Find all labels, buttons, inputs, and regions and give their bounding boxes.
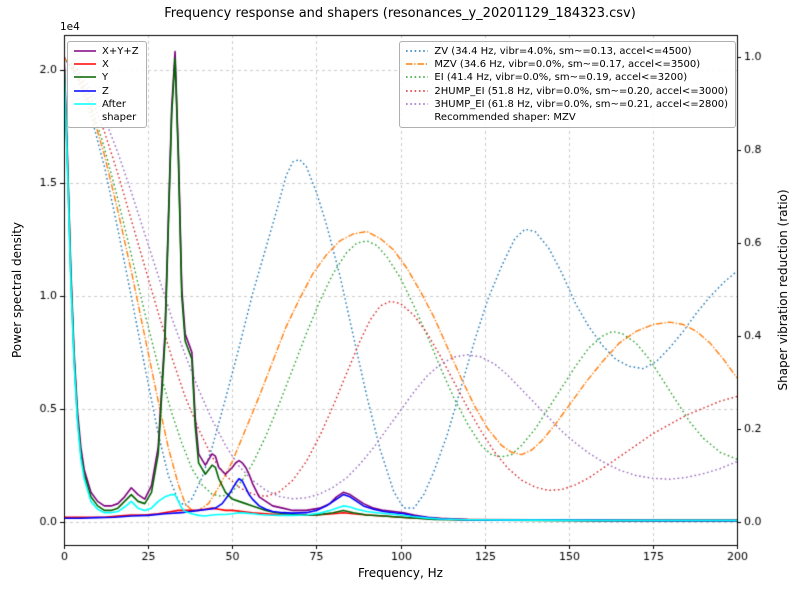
- 2hump-ei-legend-line-icon: [406, 89, 429, 92]
- legend-label-ei: EI (41.4 Hz, vibr=0.0%, sm~=0.19, accel<…: [434, 72, 688, 84]
- zv-line-sample: [405, 45, 429, 57]
- legend-item-2hump-ei: 2HUMP_EI (51.8 Hz, vibr=0.0%, sm~=0.20, …: [405, 85, 728, 98]
- legend-item-3hump-ei: 3HUMP_EI (61.8 Hz, vibr=0.0%, sm~=0.21, …: [405, 98, 728, 111]
- psd-legend: X+Y+Z X Y Z After shaper: [67, 41, 147, 129]
- legend-item-mzv: MZV (34.6 Hz, vibr=0.0%, sm~=0.17, accel…: [405, 58, 728, 71]
- legend-label-3hump-ei: 3HUMP_EI (61.8 Hz, vibr=0.0%, sm~=0.21, …: [434, 98, 728, 110]
- legend-label-z: Z: [102, 85, 109, 97]
- legend-item-recommendation: Recommended shaper: MZV: [405, 111, 728, 124]
- psd-legend-items: X+Y+Z X Y Z After shaper: [73, 45, 139, 124]
- 3hump-ei-legend-line-icon: [406, 102, 429, 105]
- xyz-line-sample: [73, 45, 97, 57]
- mzv-line-sample: [405, 58, 429, 70]
- legend-label-after-shaper: After shaper: [102, 98, 137, 123]
- legend-item-y: Y: [73, 71, 139, 84]
- legend-label-y: Y: [102, 72, 109, 84]
- legend-item-x: X: [73, 58, 139, 71]
- xyz-legend-line-icon: [74, 50, 96, 52]
- mzv-legend-line-icon: [406, 63, 429, 65]
- legend-item-ei: EI (41.4 Hz, vibr=0.0%, sm~=0.19, accel<…: [405, 71, 728, 84]
- z-line-sample: [73, 85, 97, 97]
- z-legend-line-icon: [74, 89, 96, 92]
- legend-item-zv: ZV (34.4 Hz, vibr=4.0%, sm~=0.13, accel<…: [405, 45, 728, 58]
- legend-item-after-shaper: After shaper: [73, 98, 139, 124]
- legend-label-zv: ZV (34.4 Hz, vibr=4.0%, sm~=0.13, accel<…: [434, 46, 692, 57]
- ei-legend-line-icon: [406, 76, 429, 79]
- x-axis-label: Frequency, Hz: [358, 566, 443, 580]
- y-axis-offset-label: 1e4: [60, 21, 80, 33]
- recommended-shaper-note: Recommended shaper: MZV: [434, 111, 576, 123]
- legend-label-2hump-ei: 2HUMP_EI (51.8 Hz, vibr=0.0%, sm~=0.20, …: [434, 85, 728, 97]
- y-legend-line-icon: [74, 76, 96, 79]
- shaper-legend-items: ZV (34.4 Hz, vibr=4.0%, sm~=0.13, accel<…: [405, 45, 728, 111]
- chart-title: Frequency response and shapers (resonanc…: [164, 6, 636, 21]
- right-y-axis-label: Shaper vibration reduction (ratio): [776, 189, 790, 391]
- 3hump-ei-line-sample: [405, 98, 429, 110]
- zv-legend-line-icon: [406, 50, 429, 52]
- after-shaper-line-sample: [73, 98, 97, 110]
- y-line-sample: [73, 71, 97, 83]
- after-shaper-legend-line-icon: [74, 102, 96, 105]
- left-y-axis-label: Power spectral density: [10, 221, 24, 359]
- legend-label-xyz: X+Y+Z: [102, 46, 139, 57]
- legend-item-z: Z: [73, 85, 139, 98]
- ei-line-sample: [405, 71, 429, 83]
- x-line-sample: [73, 58, 97, 70]
- legend-label-x: X: [102, 59, 109, 71]
- x-legend-line-icon: [74, 63, 96, 65]
- legend-item-xyz: X+Y+Z: [73, 45, 139, 58]
- 2hump-ei-line-sample: [405, 85, 429, 97]
- shaper-legend: ZV (34.4 Hz, vibr=4.0%, sm~=0.13, accel<…: [399, 41, 736, 129]
- legend-label-mzv: MZV (34.6 Hz, vibr=0.0%, sm~=0.17, accel…: [434, 59, 701, 71]
